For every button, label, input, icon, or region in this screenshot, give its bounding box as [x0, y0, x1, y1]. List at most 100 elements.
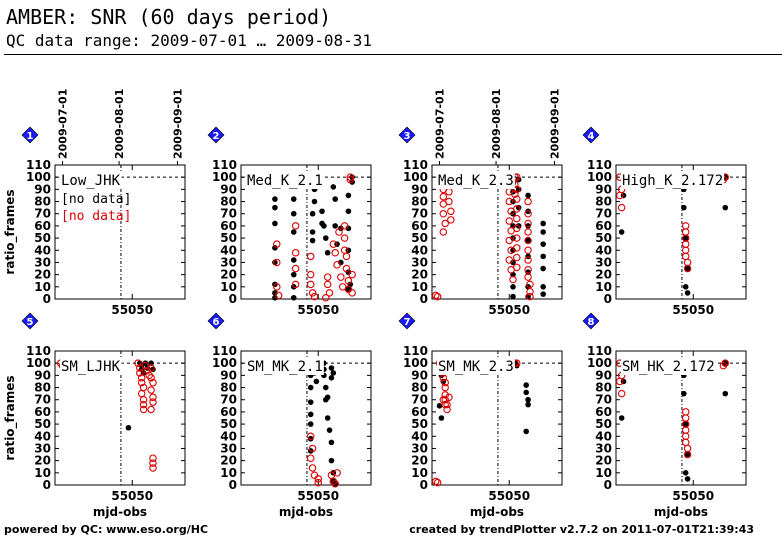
panel-2-point-red [291, 280, 300, 289]
panel-6-xtick-label: 55050 [297, 489, 339, 503]
panel-7-ytick-label: 60 [411, 405, 428, 419]
panel-7-point-black [523, 389, 530, 396]
panel-3-point-red [445, 197, 453, 206]
panel-2-point-red [333, 261, 341, 269]
panel-3-label: Med_K_2.3 [438, 173, 514, 189]
panel-8-point-red [681, 438, 690, 447]
panel-5-point-red [149, 454, 157, 462]
panel-2-point-red [346, 173, 355, 181]
panel-3-ytick-label: 10 [411, 280, 428, 294]
panel-8-ytick-label: 80 [595, 381, 612, 395]
panel-2-point-black [290, 210, 297, 217]
panel-4-point-red [683, 258, 692, 267]
panel-2-point-red [273, 258, 281, 267]
panel-2-point-black [309, 229, 316, 235]
panel-3-point-red [524, 273, 532, 281]
panel-1-date-label: 2009-07-01 [57, 89, 70, 159]
panel-3-number-badge [398, 126, 416, 144]
panel-3-point-red [524, 256, 532, 264]
panel-2-point-black [309, 210, 316, 217]
panel-8-xtick-label: 55050 [672, 489, 714, 503]
panel-8-point-red [681, 426, 690, 434]
panel-6-ytick-label: 10 [220, 466, 237, 480]
panel-3-point-black [510, 198, 516, 205]
panel-1-ytick-label: 90 [34, 182, 51, 196]
panel-7-point-red [439, 395, 448, 404]
panel-6-point-black [307, 399, 314, 405]
panel-8-frame [615, 350, 747, 486]
panel-4-point-black [681, 204, 687, 211]
panel-2-point-red [310, 292, 319, 301]
panel-6-point-red [308, 464, 317, 472]
panel-3-ytick-label: 90 [411, 182, 428, 196]
panel-8-xlabel: mjd-obs [654, 505, 708, 519]
panel-3-point-black [540, 253, 546, 260]
panel-8-point-red [681, 408, 690, 416]
panel-3-point-black [525, 208, 531, 215]
panel-6-ytick-label: 40 [220, 429, 237, 443]
panel-2-point-black [322, 235, 329, 241]
panel-2-point-red [325, 289, 334, 297]
panel-5-frame [54, 350, 186, 486]
header-divider [4, 54, 782, 55]
panel-4-ytick-label: 80 [595, 195, 612, 209]
panel-1-ytick-label: 20 [34, 268, 51, 282]
panel-8-point-black [682, 421, 689, 427]
panel-8-number-badge [582, 312, 600, 330]
panel-8-point-black [618, 415, 625, 421]
panel-2-point-black [309, 237, 316, 244]
panel-2-point-red [348, 289, 356, 297]
panel-6-point-black [326, 427, 333, 433]
panel-2-point-black [330, 184, 337, 190]
panel-7-point-red [432, 477, 440, 486]
panel-2-point-black [272, 245, 278, 251]
panel-7-ytick-label: 90 [411, 368, 428, 382]
panel-4-ytick-label: 70 [595, 207, 612, 221]
panel-2-point-black [345, 225, 352, 232]
panel-2-ytick-label: 40 [220, 243, 237, 257]
panel-8-ytick-label: 30 [595, 441, 612, 455]
panel-5-point-black [125, 424, 132, 431]
panel-4-ytick-label: 30 [595, 255, 612, 269]
panel-3-point-black [540, 291, 546, 297]
panel-3-point-red [524, 236, 532, 245]
panel-2-ytick-label: 100 [212, 170, 237, 184]
panel-4-ytick-label: 40 [595, 243, 612, 257]
panel-6-point-black [313, 378, 320, 385]
panel-2-point-red [291, 264, 300, 273]
panel-7-point-red [441, 378, 449, 387]
footer-created-by: created by trendPlotter v2.7.2 on 2011-0… [409, 523, 754, 536]
panel-3-point-red [513, 253, 521, 262]
panel-2-label: Med_K_2.1 [247, 173, 323, 189]
panel-6-ytick-label: 80 [220, 381, 237, 395]
panel-1-date-label: 2009-08-01 [113, 89, 126, 159]
panel-6-point-black [307, 435, 314, 442]
panel-5-point-black [142, 360, 149, 366]
panel-5-ytick-label: 50 [34, 417, 51, 431]
panel-4-label-bg [621, 173, 725, 189]
panel-1-ytick-label: 70 [34, 207, 51, 221]
panel-3-point-red [505, 217, 513, 225]
panel-6-point-black [328, 439, 335, 446]
data-range-subtitle: QC data range: 2009-07-01 … 2009-08-31 [6, 31, 373, 50]
panel-4-point-red [617, 203, 626, 212]
panel-2-ytick-label: 60 [220, 219, 237, 233]
panel-2-point-black [338, 225, 344, 232]
panel-1-label: Low_JHK [61, 173, 121, 189]
panel-2-ytick-label: 10 [220, 280, 237, 294]
panel-3-point-red [447, 207, 455, 216]
panel-2-ytick-label: 70 [220, 207, 237, 221]
panel-2-xtick-label: 55050 [297, 303, 339, 317]
page-title: AMBER: SNR (60 days period) [6, 5, 332, 29]
panel-3-point-black [510, 235, 516, 241]
panel-4-point-black [618, 229, 625, 235]
panel-4-ytick-label: 50 [595, 231, 612, 245]
panel-5-label: SM_LJHK [61, 359, 121, 375]
panel-7-number-label: 7 [404, 317, 411, 328]
panel-8-ytick-label: 100 [587, 356, 612, 370]
panel-3-point-red [505, 236, 513, 245]
panel-3-point-red [513, 214, 521, 223]
panel-8-point-black [682, 470, 689, 476]
panel-2-label-bg [246, 173, 324, 189]
